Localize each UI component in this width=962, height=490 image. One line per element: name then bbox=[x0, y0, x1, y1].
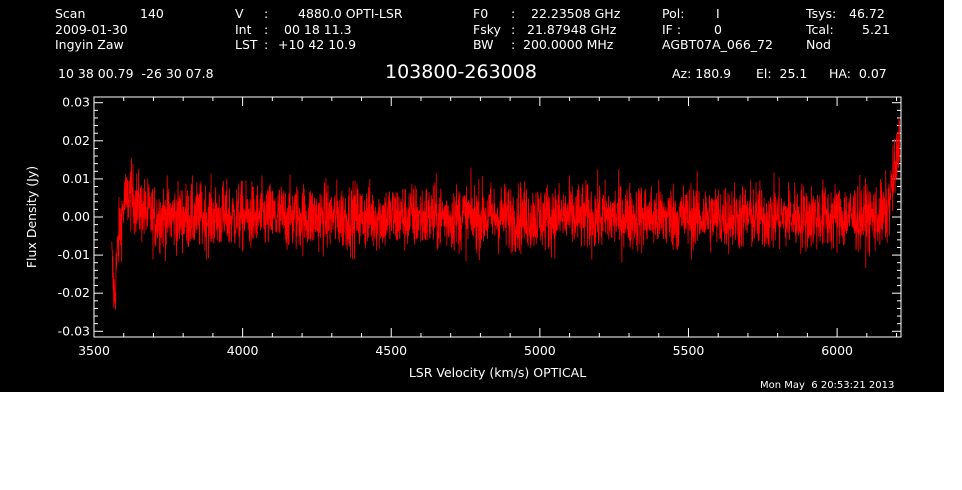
tsys-value: 46.72 bbox=[849, 6, 885, 21]
source-coordinates: 10 38 00.79 -26 30 07.8 bbox=[58, 66, 214, 81]
spectrum-chart: 3500 4000 4500 5000 5500 6000 -0.03 -0.02 -0.01 0… bbox=[24, 95, 902, 380]
scan-value: 140 bbox=[140, 6, 164, 21]
x-tick-label: 5000 bbox=[524, 343, 556, 358]
x-tick-label: 4000 bbox=[227, 343, 259, 358]
int-value: 00 18 11.3 bbox=[284, 22, 352, 37]
pol-value: I bbox=[716, 6, 720, 21]
azimuth: Az: 180.9 bbox=[672, 66, 732, 81]
series-line bbox=[111, 117, 900, 310]
y-axis-label: Flux Density (Jy) bbox=[24, 166, 39, 268]
y-tick-label: 0.03 bbox=[62, 95, 90, 110]
tcal-value: 5.21 bbox=[862, 22, 890, 37]
y-tick-label: 0.02 bbox=[62, 133, 90, 148]
y-tick-label: 0.00 bbox=[62, 209, 90, 224]
f0-value: 22.23508 GHz bbox=[531, 6, 621, 21]
lst-value: +10 42 10.9 bbox=[278, 37, 357, 52]
y-tick-label: 0.01 bbox=[62, 171, 90, 186]
bw-value: 200.0000 MHz bbox=[523, 37, 614, 52]
observer-name: Ingyin Zaw bbox=[55, 37, 124, 52]
fsky-value: 21.87948 GHz bbox=[527, 22, 617, 37]
v-label: V bbox=[235, 6, 244, 21]
int-label: Int bbox=[235, 22, 252, 37]
y-tick-label: -0.02 bbox=[58, 285, 90, 300]
lst-label: LST bbox=[235, 37, 258, 52]
x-tick-label: 4500 bbox=[375, 343, 407, 358]
v-value: 4880.0 OPTI-LSR bbox=[298, 6, 403, 21]
axis-tick-labels: 3500 4000 4500 5000 5500 6000 -0.03 -0.02 -0.01 0… bbox=[58, 95, 853, 358]
axis-ticks bbox=[93, 97, 901, 337]
f0-label: F0 bbox=[473, 6, 489, 21]
x-tick-label: 6000 bbox=[821, 343, 853, 358]
fsky-label: Fsky bbox=[473, 22, 501, 37]
x-axis-label: LSR Velocity (km/s) OPTICAL bbox=[409, 365, 586, 380]
pol-label: Pol: bbox=[662, 6, 685, 21]
source-name: 103800-263008 bbox=[385, 61, 537, 83]
x-tick-label: 5500 bbox=[673, 343, 705, 358]
elevation: El: 25.1 bbox=[756, 66, 808, 81]
scan-label: Scan bbox=[55, 6, 86, 21]
y-tick-label: -0.03 bbox=[58, 323, 90, 338]
if-label: IF : bbox=[662, 22, 682, 37]
project-id: AGBT07A_066_72 bbox=[662, 37, 773, 52]
x-tick-label: 3500 bbox=[78, 343, 110, 358]
tsys-label: Tsys: bbox=[806, 6, 837, 21]
bw-label: BW bbox=[473, 37, 494, 52]
plot-canvas: Scan 140 2009-01-30 Ingyin Zaw V : 4880.… bbox=[0, 0, 944, 392]
observing-mode: Nod bbox=[806, 37, 831, 52]
hour-angle: HA: 0.07 bbox=[829, 66, 887, 81]
if-value: 0 bbox=[714, 22, 722, 37]
y-tick-label: -0.01 bbox=[58, 247, 90, 262]
tcal-label: Tcal: bbox=[806, 22, 834, 37]
observation-date: 2009-01-30 bbox=[55, 22, 128, 37]
timestamp: Mon May 6 20:53:21 2013 bbox=[760, 380, 895, 391]
